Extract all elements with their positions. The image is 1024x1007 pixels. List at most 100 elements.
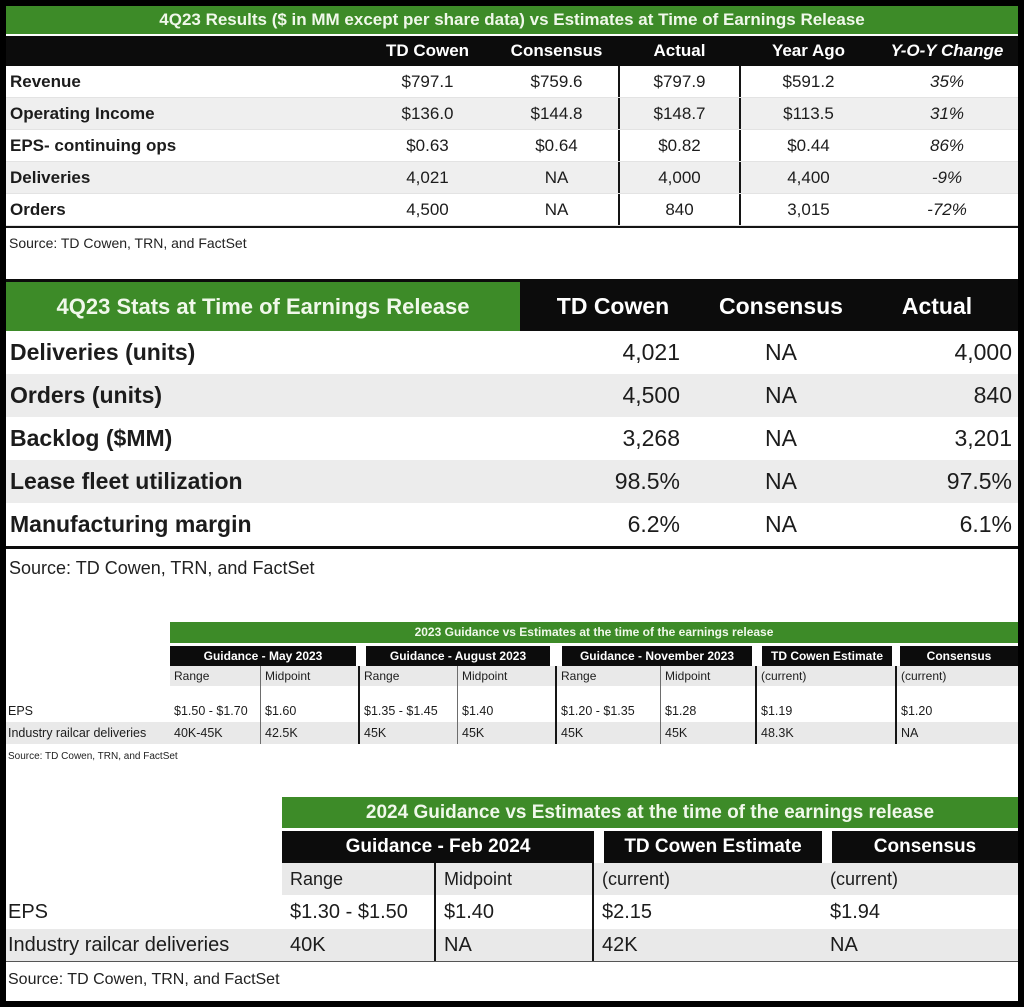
- row-label: EPS- continuing ops: [10, 135, 177, 155]
- subheader-row: Range Midpoint Range Midpoint Range Midp…: [6, 666, 1018, 686]
- cell-value: 40K-45K: [174, 726, 223, 740]
- spacer-cell: [6, 863, 282, 895]
- column-header: Midpoint: [457, 666, 555, 686]
- cell-value: NA: [765, 382, 797, 408]
- cell-value: $148.7: [618, 98, 741, 129]
- column-header: (current): [594, 863, 822, 895]
- source-note: Source: TD Cowen, TRN, and FactSet: [8, 971, 280, 988]
- cell-value: NA: [544, 199, 569, 219]
- cell-value: NA: [765, 468, 797, 494]
- column-header: Range: [282, 863, 434, 895]
- cell-value: 35%: [929, 71, 965, 91]
- cell-value: $1.20 - $1.35: [555, 701, 660, 722]
- cell-value: $1.50 - $1.70: [174, 704, 248, 718]
- cell-value: 45K: [660, 722, 755, 744]
- cell-value: 4,400: [787, 167, 830, 187]
- cell-value: $0.44: [787, 135, 830, 155]
- results-table-body: Revenue $797.1 $759.6 $797.9 $591.2 35% …: [6, 66, 1018, 226]
- cell-value: $2.15: [602, 900, 653, 923]
- row-label: Operating Income: [10, 103, 155, 123]
- table-bottom-border: [6, 961, 1018, 962]
- table-row: Operating Income $136.0 $144.8 $148.7 $1…: [6, 98, 1018, 130]
- spacer-cell: [6, 666, 170, 686]
- cell-value: 840: [618, 194, 741, 225]
- results-table: 4Q23 Results ($ in MM except per share d…: [6, 6, 1018, 251]
- cell-value: 48.3K: [755, 722, 895, 744]
- cell-value: 4,500: [406, 199, 449, 219]
- row-label: Orders: [10, 199, 66, 219]
- cell-value: 42.5K: [260, 722, 358, 744]
- cell-value: $1.40: [457, 701, 555, 722]
- row-label: Deliveries: [10, 167, 91, 187]
- cell-value: NA: [895, 722, 1018, 744]
- spacer-cell: [170, 686, 260, 701]
- cell-value: 3,201: [954, 425, 1012, 451]
- group-header: Guidance - November 2023: [562, 646, 752, 666]
- cell-value: NA: [765, 511, 797, 537]
- row-label: Lease fleet utilization: [10, 468, 243, 494]
- table-row: Lease fleet utilization 98.5% NA 97.5%: [6, 460, 1018, 503]
- cell-value: NA: [830, 933, 858, 956]
- cell-value: $144.8: [530, 103, 583, 123]
- column-header: Midpoint: [434, 863, 594, 895]
- table-row: Deliveries (units) 4,021 NA 4,000: [6, 331, 1018, 374]
- cell-value: 4,021: [622, 339, 680, 365]
- cell-value: $0.82: [618, 130, 741, 161]
- table-row: Manufacturing margin 6.2% NA 6.1%: [6, 503, 1018, 546]
- table-row: Orders 4,500 NA 840 3,015 -72%: [6, 194, 1018, 226]
- source-note: Source: TD Cowen, TRN, and FactSet: [9, 235, 247, 251]
- guidance-2023-table: 2023 Guidance vs Estimates at the time o…: [6, 622, 1018, 762]
- cell-value: -72%: [927, 199, 967, 219]
- subheader-row: Range Midpoint (current) (current): [6, 863, 1018, 895]
- cell-value: 45K: [457, 722, 555, 744]
- column-header: Range: [170, 666, 260, 686]
- table-row: Orders (units) 4,500 NA 840: [6, 374, 1018, 417]
- cell-value: NA: [434, 929, 594, 961]
- row-label: Orders (units): [10, 382, 163, 408]
- row-label: Industry railcar deliveries: [6, 722, 170, 744]
- column-header: Actual: [653, 41, 706, 60]
- cell-value: $1.94: [830, 900, 881, 923]
- cell-value: 45K: [555, 722, 660, 744]
- cell-value: -9%: [931, 167, 963, 187]
- cell-value: 6.2%: [627, 511, 680, 537]
- spacer-cell: [457, 686, 555, 701]
- column-header: (current): [755, 666, 895, 686]
- column-header: Range: [555, 666, 660, 686]
- cell-value: 86%: [929, 135, 965, 155]
- column-header: Consensus: [719, 293, 843, 319]
- group-header: Guidance - August 2023: [366, 646, 550, 666]
- spacer-cell: [6, 686, 170, 701]
- cell-value: 31%: [929, 103, 965, 123]
- cell-value: 42K: [602, 933, 638, 956]
- row-label: EPS: [6, 701, 170, 722]
- table-bottom-border: [6, 546, 1018, 549]
- column-header: (current): [822, 863, 1018, 895]
- cell-value: $113.5: [783, 103, 834, 123]
- page-canvas: 4Q23 Results ($ in MM except per share d…: [6, 6, 1018, 1001]
- cell-value: $1.20: [895, 701, 1018, 722]
- cell-value: 98.5%: [614, 468, 680, 494]
- stats-table-header-row: 4Q23 Stats at Time of Earnings Release T…: [6, 282, 1018, 331]
- group-header: TD Cowen Estimate: [762, 646, 892, 666]
- stats-table: 4Q23 Stats at Time of Earnings Release T…: [6, 279, 1018, 579]
- cell-value: $136.0: [401, 103, 454, 123]
- row-label: Deliveries (units): [10, 339, 196, 365]
- guidance-2023-group-headers: Guidance - May 2023 Guidance - August 20…: [6, 646, 1018, 666]
- table-bottom-border: [6, 226, 1018, 228]
- group-header: TD Cowen Estimate: [604, 831, 822, 863]
- cell-value: 840: [973, 382, 1012, 408]
- cell-value: $1.30 - $1.50: [290, 900, 408, 923]
- stats-table-title: 4Q23 Stats at Time of Earnings Release: [6, 282, 520, 331]
- row-label: Manufacturing margin: [10, 511, 252, 537]
- cell-value: NA: [765, 339, 797, 365]
- spacer-cell: [755, 686, 895, 701]
- column-header: Y-O-Y Change: [890, 41, 1004, 60]
- table-row: Industry railcar deliveries 40K-45K 42.5…: [6, 722, 1018, 744]
- group-header: Guidance - Feb 2024: [282, 831, 594, 863]
- table-row: EPS- continuing ops $0.63 $0.64 $0.82 $0…: [6, 130, 1018, 162]
- cell-value: 3,268: [622, 425, 680, 451]
- cell-value: $1.35 - $1.45: [358, 701, 457, 722]
- table-row: EPS $1.30 - $1.50 $1.40 $2.15 $1.94: [6, 895, 1018, 929]
